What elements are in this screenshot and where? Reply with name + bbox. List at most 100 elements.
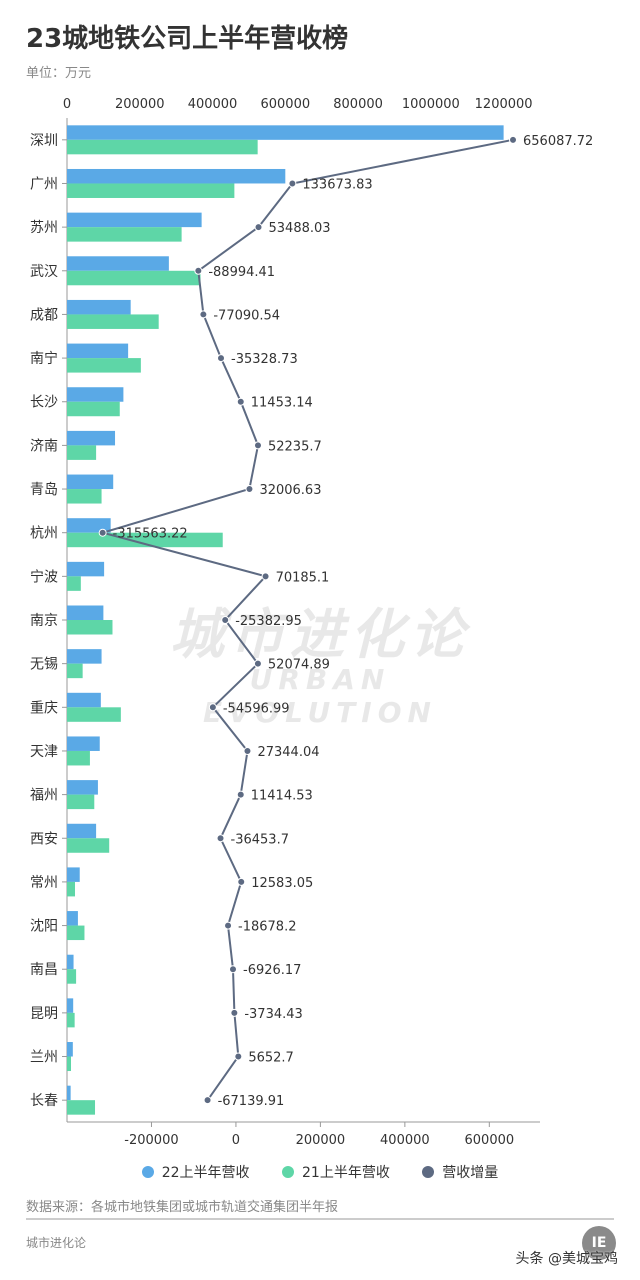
- growth-label-12: 52074.89: [268, 658, 330, 673]
- bar-line-chart: 0 200000 400000 600000 800000 1000000 1200000 -…: [30, 97, 593, 1148]
- category-label-7: 济南: [30, 438, 58, 454]
- legend-dot-growth: [422, 1166, 435, 1178]
- category-label-1: 广州: [30, 176, 58, 192]
- top-axis-tick-label-3: 600000: [260, 97, 310, 112]
- watermark-cn: 城市进化论: [170, 603, 470, 666]
- growth-point-11: [221, 616, 230, 624]
- bar-21-16: [67, 838, 110, 853]
- bar-22-17: [67, 867, 80, 882]
- bar-21-20: [67, 1012, 75, 1028]
- top-axis-tick-label-6: 1200000: [475, 97, 533, 112]
- growth-label-16: -36453.7: [231, 832, 289, 847]
- growth-label-19: -6926.17: [243, 963, 301, 978]
- growth-point-19: [229, 965, 238, 974]
- growth-point-1: [288, 179, 297, 188]
- credit-watermark: 头条 @美城宝鸡: [515, 1251, 618, 1267]
- growth-point-13: [208, 703, 217, 712]
- growth-point-3: [194, 266, 203, 275]
- growth-label-0: 656087.72: [523, 134, 593, 149]
- growth-point-10: [261, 572, 270, 581]
- growth-label-18: -18678.2: [238, 920, 296, 935]
- category-label-15: 福州: [30, 788, 58, 804]
- category-label-5: 南宁: [30, 350, 58, 367]
- category-label-0: 深圳: [30, 133, 58, 149]
- bar-21-4: [67, 314, 159, 329]
- growth-point-17: [237, 877, 246, 886]
- legend-item-22[interactable]: 22上半年营收: [141, 1162, 250, 1182]
- bar-22-0: [67, 125, 504, 140]
- growth-label-14: 27344.04: [257, 745, 319, 760]
- bar-22-2: [67, 212, 202, 228]
- bar-21-17: [67, 881, 76, 897]
- growth-label-2: 53488.03: [269, 221, 331, 236]
- growth-label-7: 52235.7: [268, 439, 322, 454]
- bar-22-6: [67, 387, 124, 402]
- bar-21-6: [67, 401, 120, 417]
- growth-point-8: [245, 485, 254, 494]
- bar-21-9: [67, 532, 223, 548]
- bar-22-9: [67, 518, 111, 533]
- growth-label-21: 5652.7: [248, 1051, 294, 1066]
- legend-item-growth[interactable]: 营收增量: [422, 1162, 498, 1182]
- bar-21-2: [67, 227, 182, 242]
- bar-21-0: [67, 139, 258, 155]
- growth-label-3: -88994.41: [208, 265, 275, 280]
- legend-dot-21: [282, 1166, 294, 1178]
- unit-label: 单位：万元: [26, 66, 92, 81]
- category-label-3: 武汉: [30, 264, 58, 280]
- bar-22-20: [67, 998, 74, 1013]
- bar-21-8: [67, 489, 102, 504]
- bar-22-10: [67, 561, 105, 577]
- legend-item-21[interactable]: 21上半年营收: [282, 1162, 390, 1182]
- category-label-8: 青岛: [30, 482, 58, 498]
- growth-point-5: [217, 354, 226, 363]
- growth-label-17: 12583.05: [251, 876, 313, 891]
- top-axis-tick-label-5: 1000000: [402, 97, 460, 112]
- growth-point-12: [253, 659, 262, 668]
- category-label-11: 南京: [30, 613, 58, 629]
- legend-dot-22: [141, 1166, 154, 1178]
- bar-22-16: [67, 823, 97, 839]
- bottom-axis-tick-label-2: 200000: [296, 1133, 346, 1148]
- bar-21-14: [67, 750, 90, 766]
- bar-21-13: [67, 707, 121, 722]
- category-label-19: 南昌: [30, 962, 58, 978]
- bar-22-3: [67, 256, 169, 271]
- category-label-17: 常州: [30, 875, 58, 891]
- bottom-axis-tick-label-3: 400000: [380, 1133, 430, 1148]
- growth-label-9: -315563.22: [113, 527, 188, 542]
- bar-21-21: [67, 1056, 72, 1072]
- bar-21-5: [67, 358, 141, 373]
- bar-22-22: [67, 1085, 71, 1101]
- growth-label-10: 70185.1: [276, 570, 330, 585]
- category-label-21: 兰州: [30, 1050, 58, 1066]
- growth-point-16: [216, 834, 225, 843]
- bar-22-5: [67, 343, 129, 359]
- bar-22-7: [67, 430, 116, 446]
- bar-21-12: [67, 663, 83, 679]
- growth-label-15: 11414.53: [251, 789, 313, 804]
- category-label-14: 天津: [30, 744, 58, 760]
- growth-label-6: 11453.14: [251, 396, 313, 411]
- bar-22-18: [67, 911, 78, 926]
- top-axis-tick-label-2: 400000: [188, 97, 238, 112]
- growth-label-8: 32006.63: [259, 483, 321, 498]
- growth-point-22: [203, 1096, 212, 1105]
- bar-22-15: [67, 780, 98, 795]
- growth-point-18: [224, 921, 233, 930]
- growth-point-7: [253, 441, 262, 450]
- bar-22-14: [67, 736, 100, 751]
- bar-22-12: [67, 649, 102, 664]
- source-note: 数据来源：各城市地铁集团或城市轨道交通集团半年报: [26, 1200, 339, 1215]
- growth-point-21: [234, 1052, 243, 1061]
- growth-point-2: [254, 223, 263, 232]
- growth-point-9: [98, 528, 107, 537]
- category-label-20: 昆明: [30, 1006, 58, 1022]
- growth-label-1: 133673.83: [302, 177, 372, 192]
- growth-label-22: -67139.91: [218, 1094, 285, 1109]
- legend: 22上半年营收 21上半年营收 营收增量: [0, 1162, 640, 1182]
- growth-label-13: -54596.99: [223, 701, 290, 716]
- watermark-en: URBAN EVOLUTION: [203, 663, 437, 729]
- watermark: 城市进化论 URBAN EVOLUTION: [140, 590, 500, 729]
- category-label-10: 宁波: [30, 568, 58, 585]
